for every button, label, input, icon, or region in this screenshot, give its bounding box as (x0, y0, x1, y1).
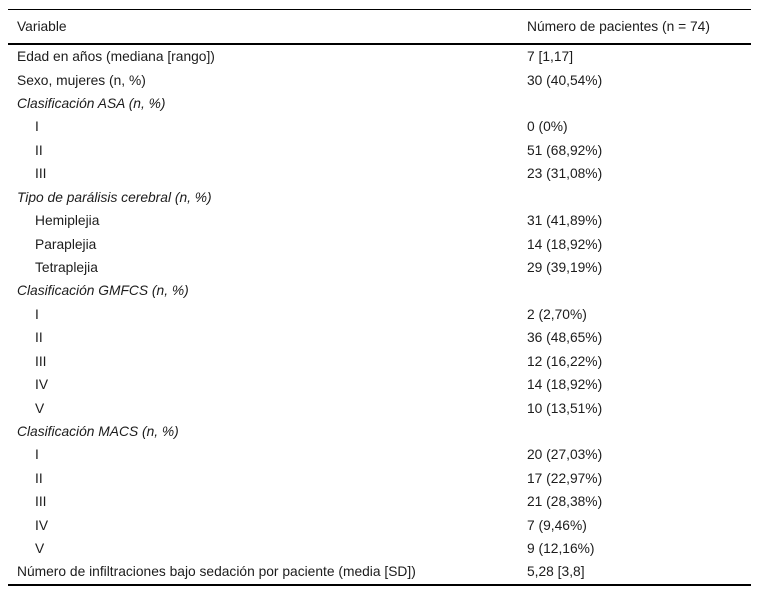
table-row: III 21 (28,38%) (8, 490, 751, 513)
table-section-row: Clasificación ASA (n, %) (8, 92, 751, 115)
row-value: 29 (39,19%) (527, 260, 603, 275)
row-value: 9 (12,16%) (527, 541, 595, 557)
table-row: IV 14 (18,92%) (8, 373, 751, 396)
table-section-row: Tipo de parálisis cerebral (n, %) (8, 186, 751, 209)
row-value: 20 (27,03%) (527, 447, 603, 463)
row-label: Sexo, mujeres (n, %) (17, 72, 146, 88)
row-label: III (35, 166, 47, 182)
table-row: III 23 (31,08%) (8, 162, 751, 185)
table-row: I 2 (2,70%) (8, 303, 751, 326)
table-row: III 12 (16,22%) (8, 349, 751, 372)
row-label: I (35, 119, 39, 135)
table-row: II 17 (22,97%) (8, 467, 751, 490)
table-row: Paraplejia 14 (18,92%) (8, 232, 751, 255)
row-label: Tetraplejia (35, 260, 98, 275)
patient-characteristics-table: Variable Número de pacientes (n = 74) Ed… (8, 9, 751, 586)
row-label: III (35, 353, 47, 369)
row-label: Clasificación GMFCS (n, %) (17, 283, 189, 299)
table-row: Número de infiltraciones bajo sedación p… (8, 560, 751, 583)
row-value: 0 (0%) (527, 119, 568, 135)
row-value: 51 (68,92%) (527, 142, 603, 158)
row-label: IV (35, 377, 49, 393)
row-value: 17 (22,97%) (527, 470, 603, 486)
row-value: 14 (18,92%) (527, 377, 603, 393)
row-value: 5,28 [3,8] (527, 564, 585, 580)
row-label: II (35, 142, 43, 158)
row-label: V (35, 400, 45, 416)
row-value: 21 (28,38%) (527, 494, 603, 510)
column-header-patient-count: Número de pacientes (n = 74) (527, 19, 710, 34)
row-value: 14 (18,92%) (527, 236, 603, 252)
row-label: III (35, 494, 47, 510)
row-label: Edad en años (mediana [rango]) (17, 49, 215, 65)
table-row: I 0 (0%) (8, 115, 751, 138)
row-label: Hemiplejia (35, 213, 100, 229)
row-value: 30 (40,54%) (527, 72, 603, 88)
table-row: II 51 (68,92%) (8, 139, 751, 162)
row-label: Clasificación MACS (n, %) (17, 423, 179, 439)
row-label: I (35, 306, 39, 322)
table-header-row: Variable Número de pacientes (n = 74) (8, 10, 751, 45)
row-value: 31 (41,89%) (527, 213, 603, 229)
column-header-variable: Variable (17, 19, 67, 34)
table-row: V 10 (13,51%) (8, 396, 751, 419)
row-label: I (35, 447, 39, 463)
row-label: Número de infiltraciones bajo sedación p… (17, 564, 416, 580)
row-value: 7 (9,46%) (527, 517, 587, 533)
row-label: II (35, 470, 43, 486)
row-value: 10 (13,51%) (527, 400, 603, 416)
row-value: 23 (31,08%) (527, 166, 603, 182)
row-label: Tipo de parálisis cerebral (n, %) (17, 189, 212, 205)
row-value: 36 (48,65%) (527, 330, 603, 346)
table-row: Sexo, mujeres (n, %) 30 (40,54%) (8, 68, 751, 91)
table-row: I 20 (27,03%) (8, 443, 751, 466)
row-label: IV (35, 517, 49, 533)
table-row: II 36 (48,65%) (8, 326, 751, 349)
row-value: 7 [1,17] (527, 49, 574, 65)
table-body: Edad en años (mediana [rango]) 7 [1,17] Se… (8, 45, 751, 584)
row-label: Paraplejia (35, 236, 97, 252)
row-value: 2 (2,70%) (527, 306, 587, 322)
row-value: 12 (16,22%) (527, 353, 603, 369)
table-row: Hemiplejia 31 (41,89%) (8, 209, 751, 232)
table-row: IV 7 (9,46%) (8, 513, 751, 536)
table-row: Tetraplejia 29 (39,19%) (8, 256, 751, 279)
row-label: II (35, 330, 43, 346)
table-row: V 9 (12,16%) (8, 537, 751, 560)
row-label: V (35, 541, 45, 557)
row-label: Clasificación ASA (n, %) (17, 96, 166, 112)
table-section-row: Clasificación GMFCS (n, %) (8, 279, 751, 302)
table-section-row: Clasificación MACS (n, %) (8, 420, 751, 443)
table-row: Edad en años (mediana [rango]) 7 [1,17] (8, 45, 751, 68)
